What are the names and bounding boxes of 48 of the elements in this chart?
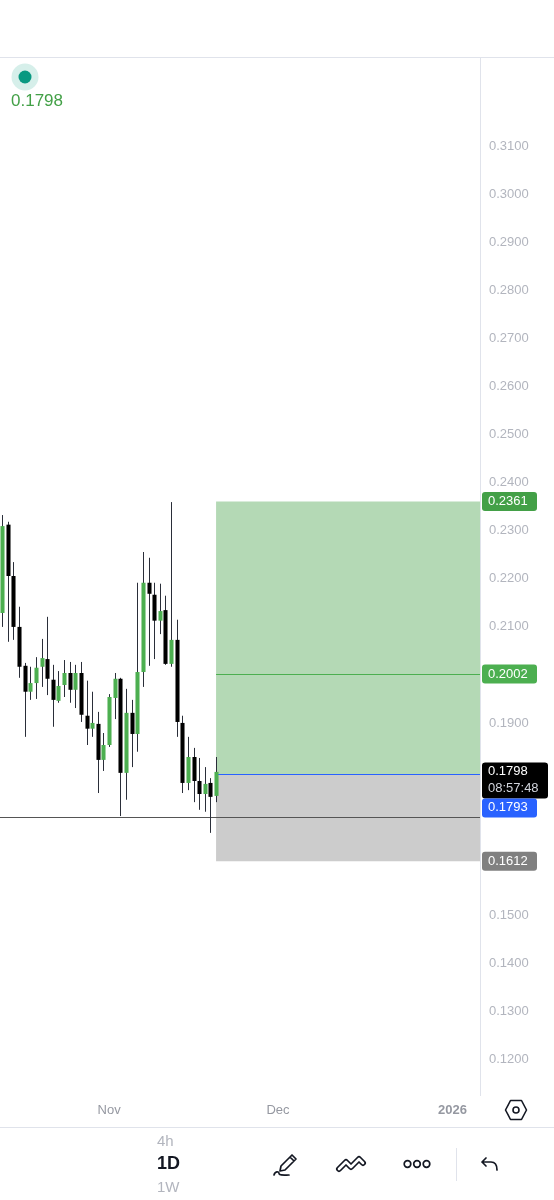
candlestick: [34, 656, 39, 700]
y-tick-label: 0.1900: [489, 714, 529, 730]
candlestick: [130, 699, 135, 768]
y-tick-label: 0.2100: [489, 618, 529, 634]
candlestick: [158, 583, 163, 635]
candlestick: [45, 616, 50, 696]
candlestick: [73, 664, 78, 709]
y-tick-label: 0.2400: [489, 474, 529, 490]
text: 4h: [157, 1131, 175, 1151]
x-tick-label: Dec: [266, 1102, 291, 1118]
candlestick: [147, 557, 152, 667]
candlestick: [51, 664, 56, 728]
y-tick-label: 0.2900: [489, 234, 529, 250]
y-tick-label: 0.2800: [489, 282, 529, 298]
candlestick: [192, 747, 197, 803]
x-tick-label: Nov: [97, 1102, 122, 1118]
candlestick: [214, 756, 219, 803]
candlestick: [68, 661, 73, 704]
y-tick-label: 0.1300: [489, 1002, 529, 1018]
candlestick: [203, 766, 208, 813]
candlestick: [101, 732, 106, 772]
y-tick-label: 0.2300: [489, 522, 529, 538]
y-tick-label: 0.3100: [489, 138, 529, 154]
candlestick: [85, 680, 90, 746]
band-label: 0.1612: [488, 852, 528, 868]
y-tick-label: 0.2200: [489, 570, 529, 586]
candlestick: [40, 638, 45, 688]
y-tick-label: 0.1500: [489, 906, 529, 922]
candlestick: [62, 659, 67, 698]
x-tick-label: 2026: [438, 1102, 468, 1118]
y-tick-label: 0.1400: [489, 954, 529, 970]
candlestick: [90, 691, 95, 738]
y-tick-label: 0.2600: [489, 378, 529, 394]
y-tick-label: 0.2700: [489, 330, 529, 346]
text: 1D: [157, 1152, 181, 1175]
candlestick: [208, 777, 213, 834]
band-label: 0.2361: [488, 493, 528, 509]
candlestick: [28, 666, 33, 701]
ref-line-label: 0.2002: [488, 665, 528, 681]
ref-line-label: 0.1793: [488, 799, 528, 815]
y-tick-label: 0.3000: [489, 186, 529, 202]
text: 0.1798: [11, 91, 63, 111]
text: 0.1798 08:57:48: [488, 763, 539, 796]
candlestick: [197, 757, 202, 811]
y-tick-label: 0.1200: [489, 1050, 529, 1066]
candlestick: [56, 670, 61, 704]
text: 1W: [157, 1177, 181, 1197]
y-tick-label: 0.2500: [489, 426, 529, 442]
